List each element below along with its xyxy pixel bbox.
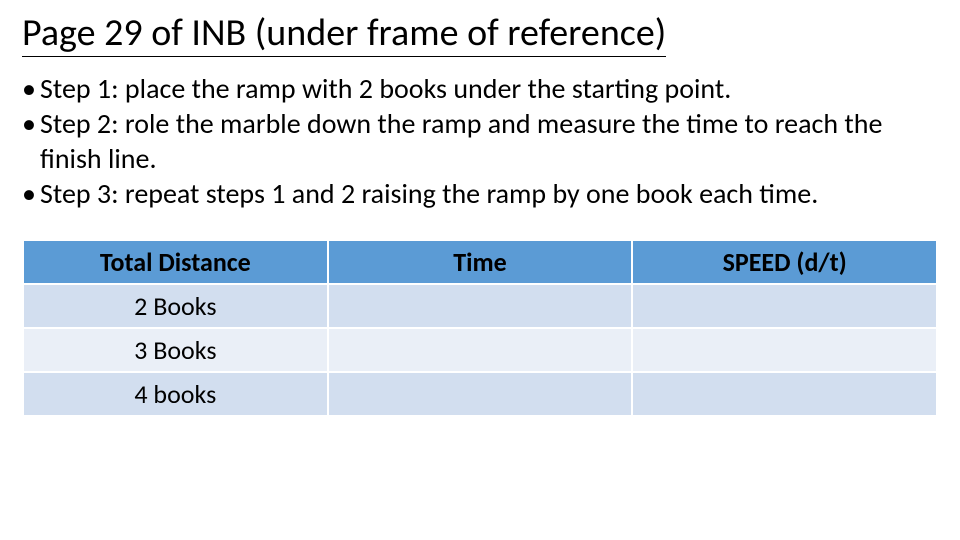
table-cell: 3 Books (23, 328, 328, 372)
table-cell (328, 328, 633, 372)
table-row: 3 Books (23, 328, 937, 372)
table-cell (632, 328, 937, 372)
table-row: 2 Books (23, 284, 937, 328)
table-row: 4 books (23, 372, 937, 416)
bullet-list: Step 1: place the ramp with 2 books unde… (22, 71, 938, 211)
bullet-item: Step 2: role the marble down the ramp an… (22, 106, 938, 176)
table-cell (632, 372, 937, 416)
table-cell: 4 books (23, 372, 328, 416)
table-header-row: Total Distance Time SPEED (d/t) (23, 240, 937, 284)
table-cell: 2 Books (23, 284, 328, 328)
page-title: Page 29 of INB (under frame of reference… (22, 12, 666, 57)
data-table: Total Distance Time SPEED (d/t) 2 Books … (22, 239, 938, 417)
bullet-item: Step 1: place the ramp with 2 books unde… (22, 71, 938, 106)
slide-page: Page 29 of INB (under frame of reference… (0, 0, 960, 540)
table-cell (632, 284, 937, 328)
table-header-cell: Time (328, 240, 633, 284)
table-header-cell: Total Distance (23, 240, 328, 284)
data-table-container: Total Distance Time SPEED (d/t) 2 Books … (22, 239, 938, 417)
bullet-item: Step 3: repeat steps 1 and 2 raising the… (22, 176, 938, 211)
table-cell (328, 284, 633, 328)
table-header-cell: SPEED (d/t) (632, 240, 937, 284)
table-cell (328, 372, 633, 416)
